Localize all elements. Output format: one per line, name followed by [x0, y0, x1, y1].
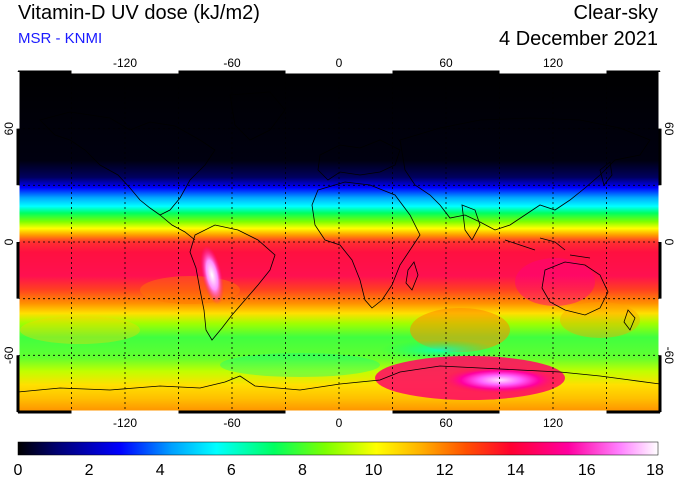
colorbar-label: 12 — [436, 462, 454, 479]
coastline-north-america — [39, 111, 216, 216]
colorbar-labels: 0 2 4 6 8 10 12 14 16 18 — [14, 462, 664, 479]
coastline-europe — [317, 139, 401, 181]
lon-tick-label: -60 — [223, 416, 241, 430]
colorbar-label: 6 — [227, 462, 236, 479]
lon-tick-label: -60 — [223, 56, 241, 70]
colorbar-label: 14 — [507, 462, 525, 479]
lat-tick-label: 0 — [662, 239, 676, 246]
map-title: Vitamin-D UV dose (kJ/m2) — [18, 2, 260, 24]
dose-anomaly — [220, 353, 380, 377]
colorbar-label: 18 — [646, 462, 664, 479]
coastline-japan — [599, 161, 613, 186]
coastline-africa — [311, 181, 421, 309]
lat-tick-label: -60 — [2, 346, 16, 364]
coastline-australia — [541, 261, 609, 316]
dose-anomaly — [20, 316, 140, 344]
coastline-india — [461, 204, 481, 241]
andes-high-dose — [200, 245, 224, 305]
lon-tick-label: 120 — [543, 416, 563, 430]
coastline-madagascar — [405, 261, 419, 291]
lon-tick-label: 120 — [543, 56, 563, 70]
lon-tick-label: -120 — [113, 416, 137, 430]
lon-tick-label: 0 — [336, 416, 343, 430]
coastline-south-america — [189, 224, 276, 341]
lat-tick-label: 60 — [662, 122, 676, 136]
coastline-indonesia — [504, 237, 591, 259]
colorbar — [17, 441, 659, 456]
sky-condition-label: Clear-sky — [573, 2, 658, 24]
colorbar-label: 4 — [156, 462, 165, 479]
colorbar-label: 10 — [365, 462, 383, 479]
lon-tick-label: -120 — [113, 56, 137, 70]
date-label: 4 December 2021 — [499, 28, 658, 50]
coastline-antarctica — [18, 365, 660, 393]
source-label: MSR - KNMI — [18, 30, 103, 47]
dose-anomaly — [140, 276, 240, 304]
dose-anomaly — [380, 340, 500, 360]
graticule — [18, 72, 660, 412]
lon-tick-label: 60 — [439, 56, 453, 70]
lon-tick-label: 60 — [439, 416, 453, 430]
frame-scale-bars — [16, 70, 662, 414]
australia-high-dose — [515, 258, 595, 306]
lat-tick-label: 60 — [2, 122, 16, 136]
colorbar-label: 2 — [85, 462, 94, 479]
coastline-greenland — [229, 91, 286, 141]
lat-tick-label: 0 — [2, 238, 16, 245]
lon-ticks-top: -120 -60 0 60 120 — [113, 56, 563, 70]
antarctic-peak-dose — [440, 366, 560, 394]
lat-ticks-right: 60 0 -60 — [662, 122, 676, 364]
colorbar-label: 8 — [298, 462, 307, 479]
lat-ticks-left: 60 0 -60 — [2, 122, 16, 364]
coastline-new-zealand — [623, 309, 636, 331]
dose-anomaly — [560, 302, 640, 338]
coastline-asia — [399, 117, 651, 231]
lat-tick-label: -60 — [662, 347, 676, 365]
colorbar-label: 16 — [578, 462, 596, 479]
colorbar-label: 0 — [14, 462, 23, 479]
lon-ticks-bottom: -120 -60 0 60 120 — [113, 416, 563, 430]
lon-tick-label: 0 — [336, 56, 343, 70]
